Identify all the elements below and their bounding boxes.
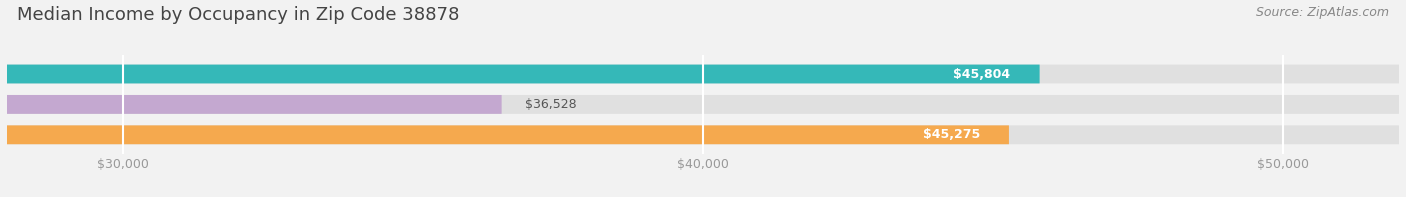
FancyBboxPatch shape: [0, 95, 502, 114]
FancyBboxPatch shape: [0, 65, 1399, 84]
FancyBboxPatch shape: [0, 125, 1399, 144]
Text: $45,275: $45,275: [922, 128, 980, 141]
FancyBboxPatch shape: [0, 95, 1399, 114]
Text: Source: ZipAtlas.com: Source: ZipAtlas.com: [1256, 6, 1389, 19]
Text: $36,528: $36,528: [524, 98, 576, 111]
FancyBboxPatch shape: [0, 125, 1010, 144]
Text: Median Income by Occupancy in Zip Code 38878: Median Income by Occupancy in Zip Code 3…: [17, 6, 460, 24]
FancyBboxPatch shape: [0, 65, 1039, 84]
Text: $45,804: $45,804: [953, 68, 1011, 81]
